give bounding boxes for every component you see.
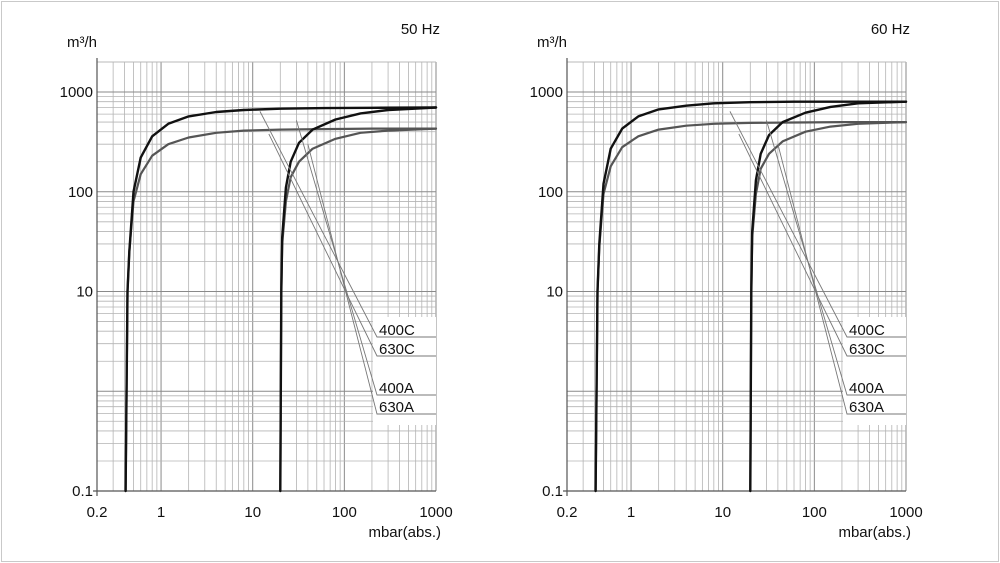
legend-entry-400a: 400A <box>379 380 414 397</box>
legend-entry-400c: 400C <box>849 322 885 339</box>
chart-title: 50 Hz <box>401 21 440 38</box>
legend-leader-line <box>738 133 906 357</box>
legend-leader-line <box>259 111 436 338</box>
y-tick-label: 1000 <box>530 84 563 101</box>
legend: 400C 630C 400A 630A <box>259 111 436 425</box>
x-tick-label: 100 <box>802 504 827 521</box>
legend-entry-400c: 400C <box>379 322 415 339</box>
legend-box <box>843 317 906 425</box>
y-axis-label: m³/h <box>537 34 567 51</box>
series-line-630a <box>749 100 908 493</box>
legend-entry-630c: 630C <box>849 341 885 358</box>
chart-panel-1: 0.2 1 10 100 1000 0.1 10 100 1000 m³/h mbar(abs.) 5… <box>60 21 453 541</box>
y-tick-label: 10 <box>546 284 563 301</box>
series-group <box>594 100 908 493</box>
x-tick-label: 1000 <box>419 504 452 521</box>
y-tick-label: 100 <box>538 184 563 201</box>
chart-panel-2: 0.2 1 10 100 1000 0.1 10 100 1000 m³/h mbar(abs.) 6… <box>530 21 923 541</box>
x-tick-label: 1 <box>157 504 165 521</box>
x-tick-label: 1 <box>627 504 635 521</box>
legend-leader-line <box>307 144 436 415</box>
series-group <box>124 106 438 493</box>
legend-leader-line <box>296 120 436 396</box>
legend-entry-630a: 630A <box>379 399 414 416</box>
y-tick-label: 100 <box>68 184 93 201</box>
x-axis-label: mbar(abs.) <box>368 524 441 541</box>
x-tick-label: 10 <box>244 504 261 521</box>
x-tick-label: 1000 <box>889 504 922 521</box>
plot-area <box>567 62 906 491</box>
plot-area <box>97 62 436 491</box>
legend-entry-630c: 630C <box>379 341 415 358</box>
series-line-630c <box>594 100 908 493</box>
x-tick-label: 10 <box>714 504 731 521</box>
legend: 400C 630C 400A 630A <box>729 111 906 425</box>
y-tick-label: 0.1 <box>72 483 93 500</box>
x-tick-label: 100 <box>332 504 357 521</box>
legend-leader-line <box>777 144 906 415</box>
y-tick-label: 0.1 <box>542 483 563 500</box>
chart-title: 60 Hz <box>871 21 910 38</box>
legend-entry-630a: 630A <box>849 399 884 416</box>
legend-leader-line <box>268 133 436 357</box>
series-line-630a <box>279 106 438 493</box>
x-tick-label: 0.2 <box>557 504 578 521</box>
y-tick-label: 10 <box>76 284 93 301</box>
y-axis-label: m³/h <box>67 34 97 51</box>
legend-entry-400a: 400A <box>849 380 884 397</box>
legend-leader-line <box>766 120 906 396</box>
x-axis-label: mbar(abs.) <box>838 524 911 541</box>
legend-box <box>373 317 436 425</box>
legend-leader-line <box>729 111 906 338</box>
x-tick-label: 0.2 <box>87 504 108 521</box>
y-tick-label: 1000 <box>60 84 93 101</box>
series-line-630c <box>124 106 438 493</box>
